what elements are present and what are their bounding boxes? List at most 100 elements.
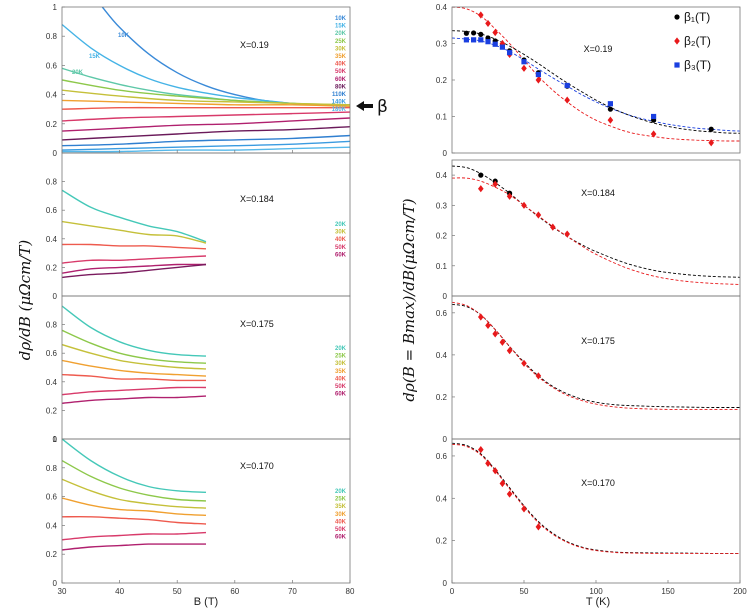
data-point-β1 xyxy=(478,31,484,37)
right-panel-3-ytick-label: 0.2 xyxy=(436,393,448,402)
right-panel-2-fits xyxy=(452,165,740,285)
data-point-β2 xyxy=(499,338,506,346)
legend-marker xyxy=(674,14,680,20)
data-point-β2 xyxy=(521,64,527,72)
series-line-60K xyxy=(62,117,350,132)
fit-line xyxy=(452,303,740,408)
data-point-β2 xyxy=(607,116,614,124)
data-point-β1 xyxy=(607,106,614,112)
right-panel-1-frame xyxy=(451,6,741,154)
left-panel-4-ytick-label: 0.2 xyxy=(46,550,58,559)
data-point-β2 xyxy=(550,223,556,231)
data-point-β2 xyxy=(485,19,491,28)
left-panel-3-lines xyxy=(62,305,207,404)
series-line-60K xyxy=(62,395,207,404)
left-panel-1-ytick-label: 0 xyxy=(53,149,58,158)
legend-label: 60K xyxy=(335,392,347,398)
series-line-35K xyxy=(62,99,350,107)
left-panel-4-ytick-label: 0.6 xyxy=(46,493,58,502)
panel-title: X=0.184 xyxy=(240,194,274,204)
right-panel-1-ytick-label: 0.2 xyxy=(436,76,448,85)
right-panel-1: X=0.19 xyxy=(452,7,740,147)
series-line-50K xyxy=(62,386,207,396)
data-point-β2 xyxy=(492,467,498,475)
legend-label: 50K xyxy=(335,69,347,75)
right-panel-2-ytick-label: 0.4 xyxy=(436,171,448,180)
right-panel-3-frame xyxy=(451,295,741,440)
right-panel-4-ytick-label: 0.6 xyxy=(436,452,448,461)
legend-label: 35K xyxy=(335,54,347,60)
right-panel-1-ytick-label: 0.1 xyxy=(436,113,448,122)
series-line-40K xyxy=(62,106,350,110)
data-point-β3 xyxy=(564,82,570,89)
left-xlabel: B (T) xyxy=(194,596,218,608)
series-line-20K xyxy=(62,305,207,357)
legend-label: β₁(T) xyxy=(684,10,710,24)
data-point-β2 xyxy=(521,359,527,367)
data-point-β2 xyxy=(521,201,527,209)
fit-line xyxy=(452,7,740,142)
legend-marker xyxy=(674,37,680,45)
data-point-β3 xyxy=(521,59,527,65)
data-point-β2 xyxy=(478,313,484,321)
right-panel-1-ytick-label: 0.3 xyxy=(436,40,448,49)
series-line-20K xyxy=(62,439,207,493)
legend-label: 60K xyxy=(335,77,347,83)
legend-label: 30K xyxy=(335,361,347,367)
series-line-60K-b xyxy=(62,263,207,279)
data-point-β1 xyxy=(463,30,469,36)
series-line-20K xyxy=(62,67,350,106)
series-line-60K xyxy=(62,263,207,274)
left-panel-4-xtick-label: 80 xyxy=(346,587,355,596)
panel-title: X=0.175 xyxy=(240,319,274,329)
legend-label: 30K xyxy=(335,46,347,52)
left-panel-1-ytick-label: 0.4 xyxy=(46,91,58,100)
left-panel-2-ytick-label: 0 xyxy=(53,292,58,301)
legend-label: 20K xyxy=(335,222,347,228)
data-point-β1 xyxy=(478,172,484,178)
right-panel-4-ytick-label: 0.4 xyxy=(436,494,448,503)
legend-label: 50K xyxy=(335,527,347,533)
left-ylabel: dρ/dB (μΩcm/T) xyxy=(16,240,34,361)
data-point-β2 xyxy=(650,130,657,138)
right-panel-1-ytick-label: 0.4 xyxy=(436,3,448,12)
legend-label: 35K xyxy=(335,369,347,375)
data-point-β2 xyxy=(535,76,542,84)
right-panel-1-fits xyxy=(452,7,740,142)
series-line-10K xyxy=(101,7,350,106)
series-line-30K xyxy=(62,343,207,370)
data-point-β2 xyxy=(708,139,714,147)
series-line-60K xyxy=(62,543,206,551)
legend-label: 180K xyxy=(332,107,347,113)
data-point-β3 xyxy=(535,71,541,78)
right-panel-2-ytick-label: 0.2 xyxy=(436,232,448,241)
legend-label: 30K xyxy=(335,512,347,518)
left-panel-3-ytick-label: 0.4 xyxy=(46,378,58,387)
right-panel-3-ytick-label: 0.6 xyxy=(436,309,448,318)
arrow-left-icon xyxy=(356,101,373,111)
data-point-β2 xyxy=(506,347,513,355)
right-panel-4-xtick-label: 0 xyxy=(450,587,455,596)
inline-label: 15K xyxy=(89,54,101,60)
left-panel-3-frame xyxy=(61,295,351,440)
data-point-β3 xyxy=(485,39,491,45)
right-panel-4-xtick-label: 100 xyxy=(589,587,603,596)
left-panel-1: X=0.1910K15K20K25K30K35K40K50K60K80K110K… xyxy=(62,7,350,153)
left-panel-1-ytick-label: 0.6 xyxy=(46,61,58,70)
series-line-30K xyxy=(62,220,207,244)
left-panel-2-ytick-label: 0.2 xyxy=(46,263,58,272)
left-panel-1-ytick-label: 0.8 xyxy=(46,32,58,41)
series-line-25K xyxy=(62,459,207,502)
data-point-β2 xyxy=(521,505,527,513)
data-point-β2 xyxy=(499,479,506,488)
series-line-20K xyxy=(62,189,207,243)
series-line-40K xyxy=(62,373,207,382)
right-ylabel: dρ(B = Bmax)/dB(μΩcm/T) xyxy=(400,198,418,401)
series-line-30K xyxy=(62,497,207,516)
fit-line xyxy=(452,442,740,554)
data-point-β2 xyxy=(492,180,498,188)
left-panel-4-lines xyxy=(62,439,207,551)
left-panel-1-ytick-label: 0.2 xyxy=(46,120,58,129)
